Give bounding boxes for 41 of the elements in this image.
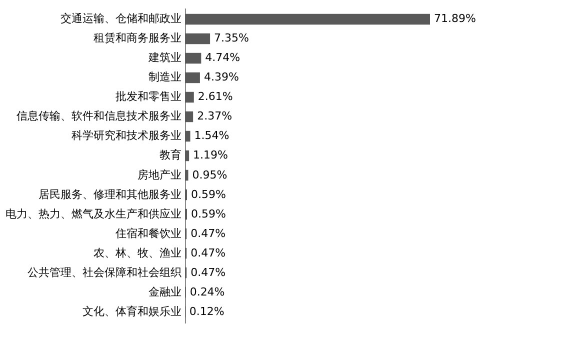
- y-tick-label: 租赁和商务服务业: [94, 32, 182, 45]
- data-label: 0.59%: [191, 188, 226, 201]
- bar: [185, 52, 202, 64]
- data-label: 2.61%: [198, 90, 233, 104]
- bar: [185, 111, 194, 122]
- data-label: 0.47%: [190, 266, 226, 279]
- y-tick-label: 交通运输、仓储和邮政业: [60, 12, 182, 26]
- data-label: 71.89%: [434, 12, 476, 26]
- y-tick-label: 教育: [160, 148, 182, 162]
- data-label: 4.74%: [205, 51, 240, 64]
- data-label: 1.19%: [193, 148, 228, 162]
- bar: [185, 72, 200, 84]
- data-label: 4.39%: [204, 70, 239, 84]
- y-tick-label: 文化、体育和娱乐业: [82, 304, 182, 318]
- y-tick-label: 住宿和餐饮业: [116, 226, 182, 240]
- data-label: 0.47%: [190, 246, 226, 260]
- bar: [185, 170, 188, 181]
- data-label: 0.95%: [192, 168, 228, 182]
- y-tick-label: 制造业: [148, 70, 182, 84]
- y-tick-label: 科学研究和技术服务业: [72, 129, 182, 142]
- data-label: 0.59%: [191, 207, 226, 220]
- y-tick-label: 建筑业: [148, 51, 182, 64]
- data-label: 0.12%: [189, 304, 224, 318]
- y-tick-label: 居民服务、修理和其他服务业: [38, 188, 182, 201]
- data-label: 0.24%: [190, 285, 225, 298]
- y-tick-label: 房地产业: [138, 168, 182, 182]
- y-tick-label: 电力、热力、燃气及水生产和供应业: [6, 207, 182, 220]
- bar: [185, 150, 190, 162]
- data-label: 7.35%: [214, 32, 249, 45]
- data-label: 2.37%: [197, 110, 232, 123]
- data-label: 1.54%: [194, 129, 230, 142]
- y-tick-label: 批发和零售业: [116, 90, 182, 104]
- bar: [185, 14, 430, 25]
- y-tick-label: 金融业: [148, 285, 182, 298]
- bar: [185, 130, 190, 142]
- data-label: 0.47%: [190, 226, 226, 240]
- bar: [185, 92, 194, 103]
- y-tick-label: 公共管理、社会保障和社会组织: [28, 266, 182, 279]
- bar: [185, 33, 210, 44]
- y-tick-label: 农、林、牧、渔业: [94, 246, 182, 260]
- y-tick-label: 信息传输、软件和信息技术服务业: [16, 110, 182, 123]
